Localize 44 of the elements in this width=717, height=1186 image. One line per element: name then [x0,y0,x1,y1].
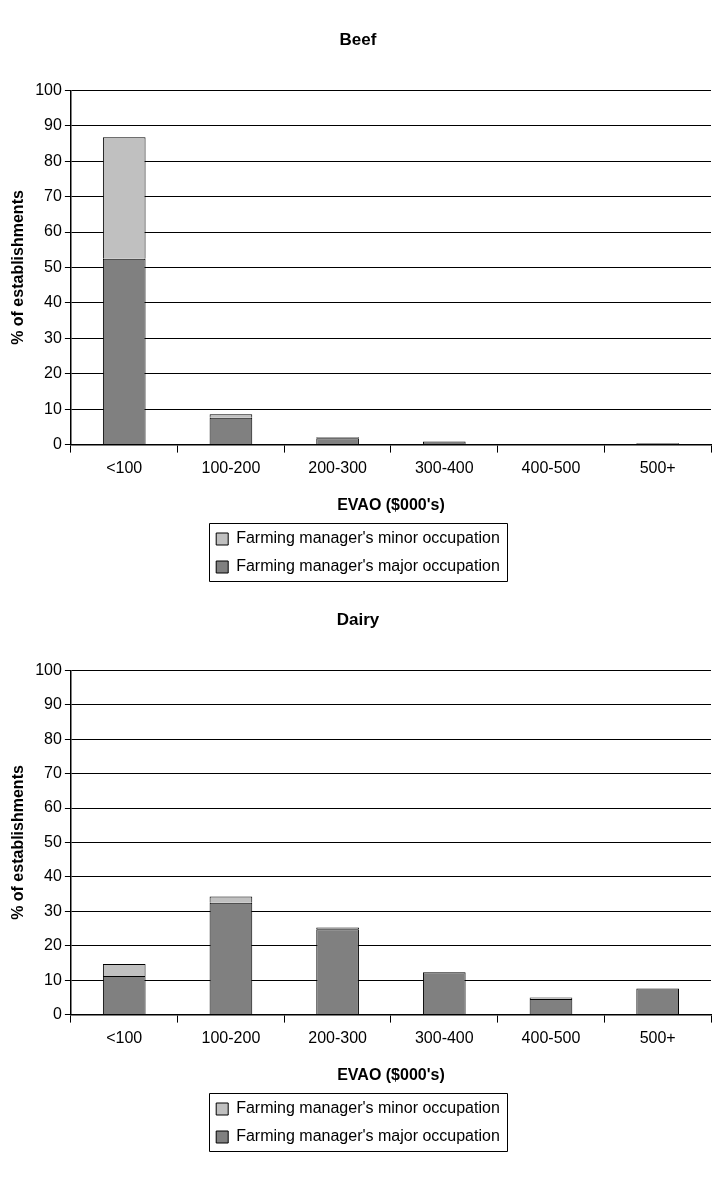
legend-label: Farming manager's minor occupation [236,1099,500,1117]
y-tick-label: 90 [44,695,62,713]
x-tick-label: <100 [106,458,143,476]
x-tick-label: 200-300 [308,1028,368,1046]
x-tick-label: <100 [106,1028,143,1046]
y-tick-label: 70 [44,764,62,782]
y-axis-title: % of establishments [9,765,27,920]
y-tick-label: 20 [44,936,62,954]
y-tick-label: 50 [44,257,62,275]
y-tick-label: 50 [44,832,62,850]
x-tick-label: 100-200 [201,458,261,476]
y-tick-label: 20 [44,364,62,382]
y-tick-label: 80 [44,151,62,169]
x-axis-title: EVAO ($000's) [337,495,445,513]
y-tick-label: 100 [35,80,62,98]
legend-label: Farming manager's major occupation [236,557,500,575]
y-axis-title: % of establishments [9,190,27,345]
y-tick-label: 30 [44,901,62,919]
y-tick-label: 10 [44,399,62,417]
y-tick-label: 40 [44,867,62,885]
y-tick-label: 100 [35,660,62,678]
y-tick-label: 30 [44,328,62,346]
legend-label: Farming manager's minor occupation [236,529,500,547]
chart-title: Beef [339,29,377,49]
x-tick-label: 500+ [639,1028,676,1046]
y-tick-label: 60 [44,798,62,816]
x-axis-title: EVAO ($000's) [337,1065,445,1083]
x-tick-label: 100-200 [201,1028,261,1046]
x-tick-label: 400-500 [521,458,581,476]
x-tick-label: 400-500 [521,1028,581,1046]
y-tick-label: 90 [44,116,62,134]
y-tick-label: 10 [44,970,62,988]
y-tick-label: 80 [44,729,62,747]
x-tick-label: 200-300 [308,458,368,476]
x-tick-label: 300-400 [414,458,474,476]
y-tick-label: 0 [52,435,62,453]
x-tick-label: 300-400 [414,1028,474,1046]
y-tick-label: 70 [44,187,62,205]
legend-label: Farming manager's major occupation [236,1127,500,1145]
y-tick-label: 40 [44,293,62,311]
y-tick-label: 0 [52,1005,62,1023]
x-tick-label: 500+ [639,458,676,476]
chart-title: Dairy [336,609,380,629]
y-tick-label: 60 [44,222,62,240]
